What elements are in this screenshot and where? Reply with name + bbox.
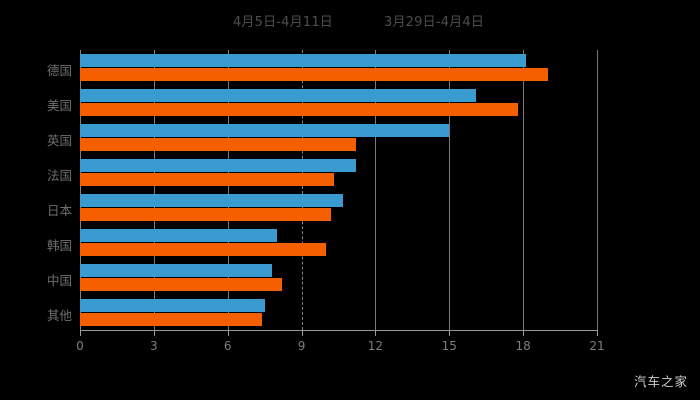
chart-legend: 4月5日-4月11日 3月29日-4月4日 bbox=[0, 10, 700, 34]
bar-series-a[interactable] bbox=[80, 159, 356, 172]
bar-series-a[interactable] bbox=[80, 194, 344, 207]
y-axis-label: 美国 bbox=[46, 97, 72, 113]
x-tick-label: 15 bbox=[441, 339, 457, 353]
bar-series-b[interactable] bbox=[80, 278, 282, 291]
x-tick-label: 18 bbox=[515, 339, 531, 353]
bar-series-b[interactable] bbox=[80, 208, 332, 221]
y-axis-label: 其他 bbox=[46, 307, 72, 323]
x-tick bbox=[375, 330, 377, 336]
x-tick-label: 6 bbox=[223, 339, 232, 353]
bar-group bbox=[80, 120, 597, 155]
y-axis-label: 日本 bbox=[46, 202, 72, 218]
gridline-21 bbox=[597, 50, 598, 330]
bar-series-a[interactable] bbox=[80, 124, 450, 137]
bar-group bbox=[80, 225, 597, 260]
x-tick bbox=[227, 330, 229, 336]
x-tick-label: 12 bbox=[367, 339, 384, 353]
bar-series-b[interactable] bbox=[80, 68, 548, 81]
bar-group bbox=[80, 260, 597, 295]
y-axis-label: 英国 bbox=[46, 132, 72, 148]
bar-series-a[interactable] bbox=[80, 229, 277, 242]
x-tick-label: 0 bbox=[76, 339, 84, 353]
x-tick bbox=[153, 330, 155, 336]
x-tick bbox=[449, 330, 451, 336]
x-axis-line bbox=[80, 330, 598, 331]
watermark: 汽车之家 bbox=[633, 374, 688, 389]
bar-series-a[interactable] bbox=[80, 54, 526, 67]
bar-series-a[interactable] bbox=[80, 299, 265, 312]
x-tick-label: 3 bbox=[150, 339, 158, 353]
x-tick bbox=[523, 330, 525, 336]
x-tick bbox=[80, 330, 81, 336]
y-axis-label: 法国 bbox=[46, 167, 72, 183]
bar-group bbox=[80, 85, 597, 120]
bar-series-b[interactable] bbox=[80, 173, 334, 186]
y-axis-label: 德国 bbox=[46, 62, 72, 78]
bar-series-a[interactable] bbox=[80, 264, 273, 277]
legend-item-series-a[interactable]: 4月5日-4月11日 bbox=[216, 16, 333, 29]
plot-area bbox=[80, 50, 598, 330]
bar-series-b[interactable] bbox=[80, 103, 519, 116]
x-tick bbox=[597, 330, 598, 336]
x-tick bbox=[301, 330, 303, 336]
x-tick-label: 9 bbox=[297, 339, 306, 353]
legend-label-series-a: 4月5日-4月11日 bbox=[232, 14, 333, 30]
legend-label-series-b: 3月29日-4月4日 bbox=[384, 14, 485, 30]
bar-series-b[interactable] bbox=[80, 313, 263, 326]
legend-marker-square-icon bbox=[367, 17, 377, 27]
bar-series-b[interactable] bbox=[80, 243, 327, 256]
legend-marker-circle-icon bbox=[216, 17, 226, 27]
bar-group bbox=[80, 190, 597, 225]
x-tick-label: 21 bbox=[589, 339, 605, 353]
bar-group bbox=[80, 155, 597, 190]
bar-series-b[interactable] bbox=[80, 138, 356, 151]
bar-series-a[interactable] bbox=[80, 89, 477, 102]
bar-group bbox=[80, 295, 597, 330]
bars-layer bbox=[80, 50, 597, 330]
legend-item-series-b[interactable]: 3月29日-4月4日 bbox=[367, 16, 484, 29]
y-axis-label: 中国 bbox=[46, 272, 72, 288]
bar-group bbox=[80, 50, 597, 85]
y-axis-label: 韩国 bbox=[46, 237, 72, 253]
